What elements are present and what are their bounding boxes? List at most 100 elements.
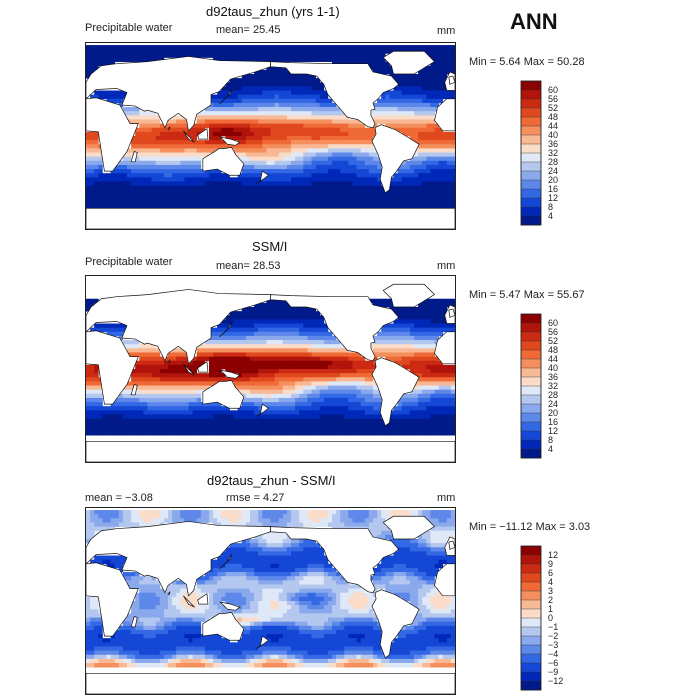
land-mass — [131, 152, 137, 162]
land-mass — [220, 137, 239, 145]
colorbar-tick-label: 20 — [548, 408, 558, 418]
colorbar-swatch — [520, 358, 542, 369]
colorbar-tick-label: 60 — [548, 85, 558, 95]
variable-label-model: Precipitable water — [85, 22, 173, 34]
units-label-obs: mm — [437, 260, 456, 272]
colorbar-swatch — [520, 653, 542, 664]
colorbar-swatch — [520, 170, 542, 181]
colorbar-swatch — [520, 617, 542, 628]
colorbar-swatch — [520, 376, 542, 387]
panel-title-obs: SSM/I — [252, 239, 288, 254]
colorbar-tick-label: 36 — [548, 139, 558, 149]
colorbar-tick-label: −4 — [548, 649, 558, 659]
land-mass — [219, 90, 231, 104]
colorbar-tick-label: 32 — [548, 148, 558, 158]
land-mass — [271, 527, 399, 593]
colorbar-tick-label: 4 — [548, 444, 553, 454]
colorbar-swatch — [520, 340, 542, 351]
colorbar-swatch — [520, 206, 542, 217]
colorbar-tick-label: 24 — [548, 399, 558, 409]
colorbar-swatch — [520, 152, 542, 163]
colorbar-swatch — [520, 197, 542, 208]
land-mass — [131, 385, 137, 395]
land-mass — [183, 596, 194, 607]
colorbar-tick-label: 40 — [548, 130, 558, 140]
land-mass — [449, 76, 455, 84]
land-mass — [131, 617, 137, 627]
colorbar-tick-label: −1 — [548, 622, 558, 632]
land-mass — [203, 147, 244, 175]
colorbar-swatch — [520, 448, 542, 459]
colorbar-swatch — [520, 439, 542, 450]
colorbar-tick-label: 48 — [548, 345, 558, 355]
land-mass — [86, 98, 138, 171]
land-mass — [198, 362, 208, 372]
colorbar-swatch — [520, 179, 542, 190]
land-mass — [220, 602, 239, 610]
colorbar-swatch — [520, 644, 542, 655]
land-mass — [271, 295, 399, 361]
colorbar-tick-label: 8 — [548, 435, 553, 445]
land-mass — [203, 612, 244, 640]
land-mass — [449, 309, 455, 317]
minmax-label-obs: Min = 5.47 Max = 55.67 — [469, 289, 585, 301]
land-mass — [372, 590, 419, 658]
colorbar-swatch — [520, 554, 542, 565]
colorbar-tick-label: 6 — [548, 568, 553, 578]
land-mass — [86, 521, 271, 595]
mean-label-diff: mean = −3.08 — [85, 492, 153, 504]
land-mass — [183, 131, 194, 142]
colorbar-tick-label: 8 — [548, 202, 553, 212]
colorbar-swatch — [520, 98, 542, 109]
colorbar-swatch — [520, 143, 542, 154]
colorbar-swatch — [520, 590, 542, 601]
colorbar-swatch — [520, 313, 542, 324]
map-panel-diff — [85, 507, 456, 695]
colorbar-tick-label: 0 — [548, 613, 553, 623]
land-mass — [271, 62, 399, 128]
land-mass — [203, 380, 244, 408]
colorbar-tick-label: 32 — [548, 381, 558, 391]
land-mass — [220, 370, 239, 378]
colorbar-swatch — [520, 107, 542, 118]
colorbar-tick-label: 28 — [548, 157, 558, 167]
units-label-diff: mm — [437, 492, 456, 504]
colorbar-swatch — [520, 680, 542, 691]
colorbar-tick-label: 48 — [548, 112, 558, 122]
colorbar-swatch — [520, 322, 542, 333]
land-mass — [198, 129, 208, 139]
land-mass — [86, 563, 138, 636]
land-mass — [183, 364, 194, 375]
map-panel-model — [85, 42, 456, 230]
land-mass — [383, 516, 434, 539]
colorbar-tick-label: 60 — [548, 318, 558, 328]
colorbar-tick-label: 12 — [548, 426, 558, 436]
land-mass — [383, 51, 434, 74]
colorbar-tick-label: 56 — [548, 94, 558, 104]
colorbar-swatch — [520, 608, 542, 619]
colorbar-tick-label: 4 — [548, 211, 553, 221]
land-mass — [449, 541, 455, 549]
colorbar-swatch — [520, 671, 542, 682]
colorbar-swatch — [520, 403, 542, 414]
colorbar-tick-label: 12 — [548, 193, 558, 203]
land-mass — [86, 673, 455, 694]
colorbar-tick-label: 24 — [548, 166, 558, 176]
colorbar-tick-label: 12 — [548, 550, 558, 560]
colorbar-swatch — [520, 572, 542, 583]
colorbar-swatch — [520, 421, 542, 432]
land-mass — [168, 360, 170, 363]
colorbar-swatch — [520, 385, 542, 396]
colorbar-swatch — [520, 581, 542, 592]
colorbar-swatch — [520, 331, 542, 342]
colorbar-tick-label: 2 — [548, 595, 553, 605]
colorbar-obs: 60 56 52 48 44 40 36 32 28 24 20 16 12 8 4 — [520, 313, 558, 460]
colorbar-tick-label: 16 — [548, 417, 558, 427]
land-mass — [256, 404, 268, 416]
panel-title-model: d92taus_zhun (yrs 1-1) — [206, 4, 340, 19]
colorbar-tick-label: 20 — [548, 175, 558, 185]
colorbar-swatch — [520, 80, 542, 91]
colorbar-swatch — [520, 125, 542, 136]
colorbar-swatch — [520, 188, 542, 199]
land-mass — [86, 208, 455, 229]
